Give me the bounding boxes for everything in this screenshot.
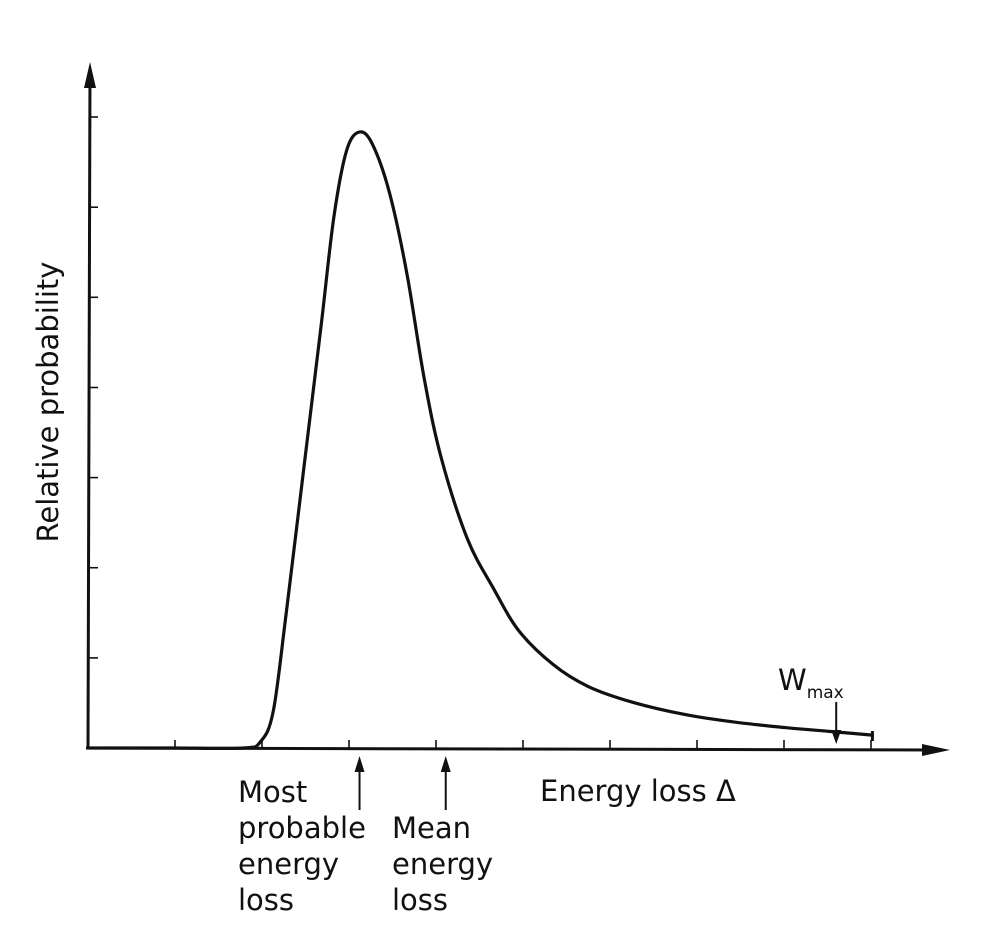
most-probable-label-line-1: Most [238,775,307,809]
most-probable-label: Most probable energy loss [238,775,366,917]
y-axis-arrowhead [84,62,96,88]
series-line [86,130,874,751]
most-probable-marker-arrowhead [354,756,365,772]
mean-label-line-2: energy [392,847,493,881]
mean-marker-arrowhead [440,756,451,772]
mean-label-line-1: Mean [392,811,471,845]
wmax-label: Wmax [778,663,844,703]
most-probable-label-line-2: probable [238,811,366,845]
wmax-label-sub: max [807,683,844,703]
mean-label-line-3: loss [392,883,448,917]
wmax-marker-arrowhead [831,730,842,744]
most-probable-label-line-4: loss [238,883,294,917]
x-axis-label: Energy loss Δ [540,774,736,808]
y-axis-ticks [89,116,98,659]
mean-label: Mean energy loss [392,811,493,917]
x-axis-arrowhead [922,744,950,756]
y-axis-label: Relative probability [31,262,65,543]
x-axis-ticks [174,740,872,749]
wmax-label-main: W [778,663,807,697]
y-axis-line [86,69,92,749]
most-probable-label-line-3: energy [238,847,339,881]
